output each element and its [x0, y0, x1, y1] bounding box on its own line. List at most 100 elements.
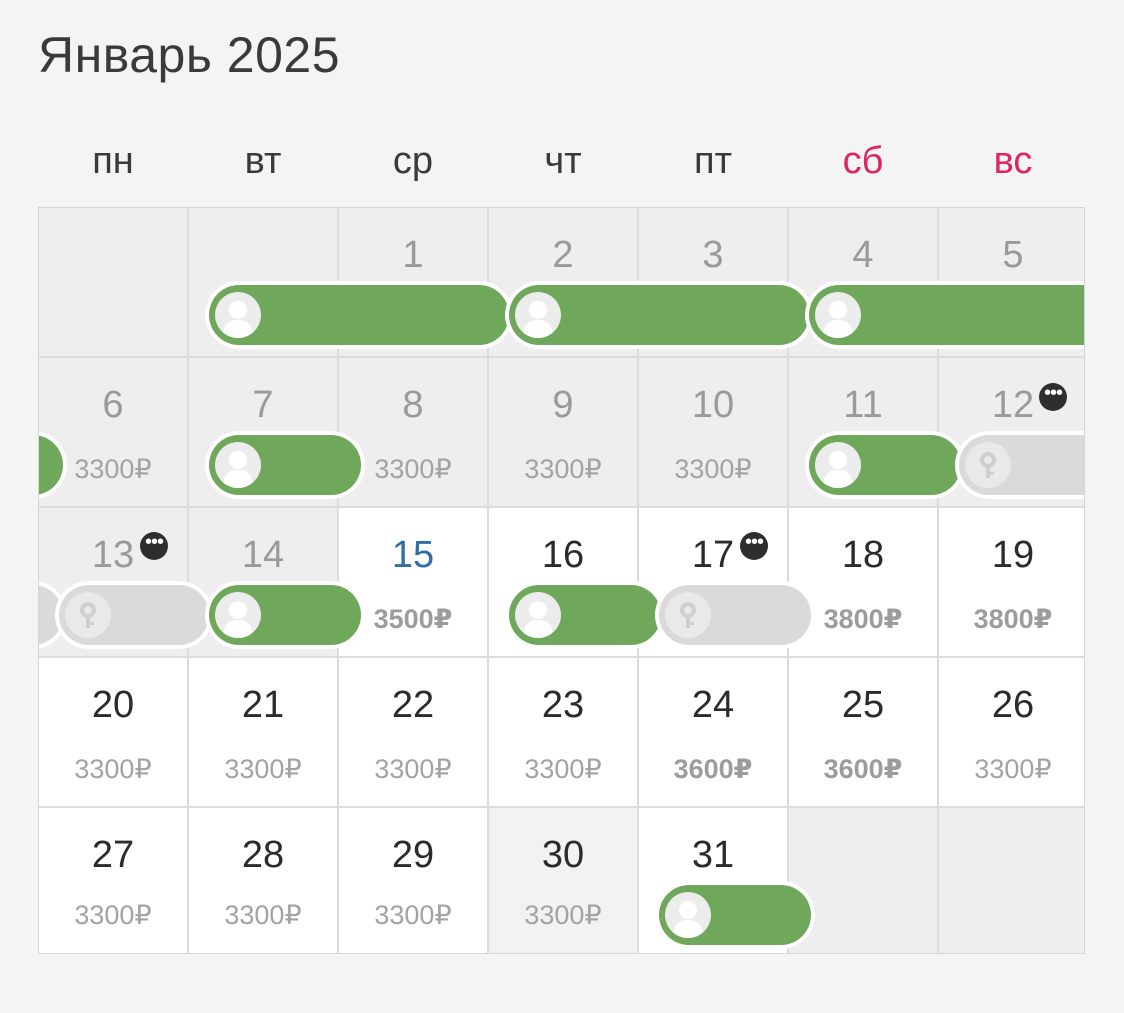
day-price: 3300₽: [974, 754, 1052, 784]
booking-bar[interactable]: [209, 435, 361, 495]
blocked-dates-bar[interactable]: [959, 435, 1084, 495]
guest-avatar-icon: [215, 592, 261, 638]
day-price: 3600₽: [673, 754, 753, 784]
day-number: 8: [402, 384, 424, 426]
weekday-tue: вт: [244, 140, 282, 182]
day-number: 17: [691, 534, 735, 576]
day-cell-28[interactable]: 28 3300₽: [189, 808, 339, 953]
weekday-sat: сб: [842, 140, 884, 182]
month-title: Январь 2025: [38, 27, 341, 83]
booking-bar[interactable]: [809, 435, 961, 495]
booking-bar[interactable]: [509, 585, 661, 645]
day-price: 3300₽: [224, 900, 302, 930]
day-price: 3300₽: [224, 754, 302, 784]
day-number: 13: [91, 534, 135, 576]
day-cell-29[interactable]: 29 3300₽: [339, 808, 489, 953]
empty-day-cell: [939, 808, 1084, 953]
day-number: 28: [241, 834, 285, 876]
day-cell-21[interactable]: 21 3300₽: [189, 658, 339, 808]
day-price: 3300₽: [674, 454, 752, 484]
day-price: 3600₽: [823, 754, 903, 784]
day-number: 12: [991, 384, 1035, 426]
day-number: 18: [841, 534, 885, 576]
booking-bar[interactable]: [659, 885, 811, 945]
day-number: 6: [102, 384, 124, 426]
more-horizontal-icon[interactable]: •••: [140, 532, 168, 560]
day-number: 5: [1002, 234, 1024, 276]
day-cell-27[interactable]: 27 3300₽: [39, 808, 189, 953]
empty-day-cell: [789, 808, 939, 953]
day-price: 3300₽: [374, 754, 452, 784]
day-number: 9: [552, 384, 574, 426]
guest-avatar-icon: [215, 442, 261, 488]
day-cell-18[interactable]: 18 3800₽: [789, 508, 939, 658]
day-cell-9[interactable]: 9 3300₽: [489, 358, 639, 508]
day-cell-25[interactable]: 25 3600₽: [789, 658, 939, 808]
weekday-thu: чт: [544, 140, 582, 182]
day-number: 19: [991, 534, 1035, 576]
day-cell-15[interactable]: 15 3500₽: [339, 508, 489, 658]
day-cell-23[interactable]: 23 3300₽: [489, 658, 639, 808]
day-number: 24: [691, 684, 735, 726]
day-number: 4: [852, 234, 874, 276]
day-price: 3300₽: [524, 900, 602, 930]
day-price: 3300₽: [74, 754, 152, 784]
day-number: 7: [252, 384, 274, 426]
booking-bar[interactable]: [509, 285, 809, 345]
blocked-dates-bar[interactable]: [659, 585, 811, 645]
calendar-grid: 1 2 3 4 5 6 3300₽ 7 8 3300₽ 9 3300₽ 10 3…: [38, 207, 1085, 954]
day-number: 21: [241, 684, 285, 726]
day-cell-30[interactable]: 30 3300₽: [489, 808, 639, 953]
day-cell-20[interactable]: 20 3300₽: [39, 658, 189, 808]
guest-avatar-icon: [215, 292, 261, 338]
guest-avatar-icon: [815, 442, 861, 488]
booking-bar[interactable]: [209, 285, 509, 345]
day-number: 16: [541, 534, 585, 576]
day-number: 2: [552, 234, 574, 276]
day-number: 3: [702, 234, 724, 276]
day-number: 10: [691, 384, 735, 426]
day-price: 3800₽: [823, 604, 903, 634]
weekday-mon: пн: [92, 140, 134, 182]
day-number: 22: [391, 684, 435, 726]
day-number: 31: [691, 834, 735, 876]
more-horizontal-icon[interactable]: •••: [1039, 383, 1067, 411]
day-cell-22[interactable]: 22 3300₽: [339, 658, 489, 808]
key-icon: [65, 592, 111, 638]
key-icon: [665, 592, 711, 638]
day-number: 25: [841, 684, 885, 726]
day-price: 3300₽: [524, 754, 602, 784]
guest-avatar-icon: [665, 892, 711, 938]
day-number: 26: [991, 684, 1035, 726]
day-price: 3300₽: [374, 900, 452, 930]
day-cell-19[interactable]: 19 3800₽: [939, 508, 1084, 658]
day-cell-8[interactable]: 8 3300₽: [339, 358, 489, 508]
day-price: 3800₽: [973, 604, 1053, 634]
day-number: 1: [402, 234, 424, 276]
day-number: 29: [391, 834, 435, 876]
day-price: 3300₽: [74, 900, 152, 930]
empty-day-cell: [39, 208, 189, 358]
day-cell-26[interactable]: 26 3300₽: [939, 658, 1084, 808]
weekday-wed: ср: [392, 140, 434, 182]
weekday-sun: вс: [993, 140, 1033, 182]
weekday-fri: пт: [694, 140, 732, 182]
day-cell-6[interactable]: 6 3300₽: [39, 358, 189, 508]
blocked-dates-bar[interactable]: [59, 585, 209, 645]
guest-avatar-icon: [515, 292, 561, 338]
day-number: 23: [541, 684, 585, 726]
day-price: 3300₽: [374, 454, 452, 484]
key-icon: [965, 442, 1011, 488]
guest-avatar-icon: [815, 292, 861, 338]
day-cell-24[interactable]: 24 3600₽: [639, 658, 789, 808]
day-number: 27: [91, 834, 135, 876]
day-price: 3500₽: [373, 604, 453, 634]
day-price: 3300₽: [524, 454, 602, 484]
more-horizontal-icon[interactable]: •••: [740, 532, 768, 560]
day-number: 11: [843, 384, 883, 426]
booking-bar[interactable]: [209, 585, 361, 645]
day-price: 3300₽: [74, 454, 152, 484]
day-number-today: 15: [391, 534, 435, 576]
booking-bar[interactable]: [809, 285, 1084, 345]
day-cell-10[interactable]: 10 3300₽: [639, 358, 789, 508]
